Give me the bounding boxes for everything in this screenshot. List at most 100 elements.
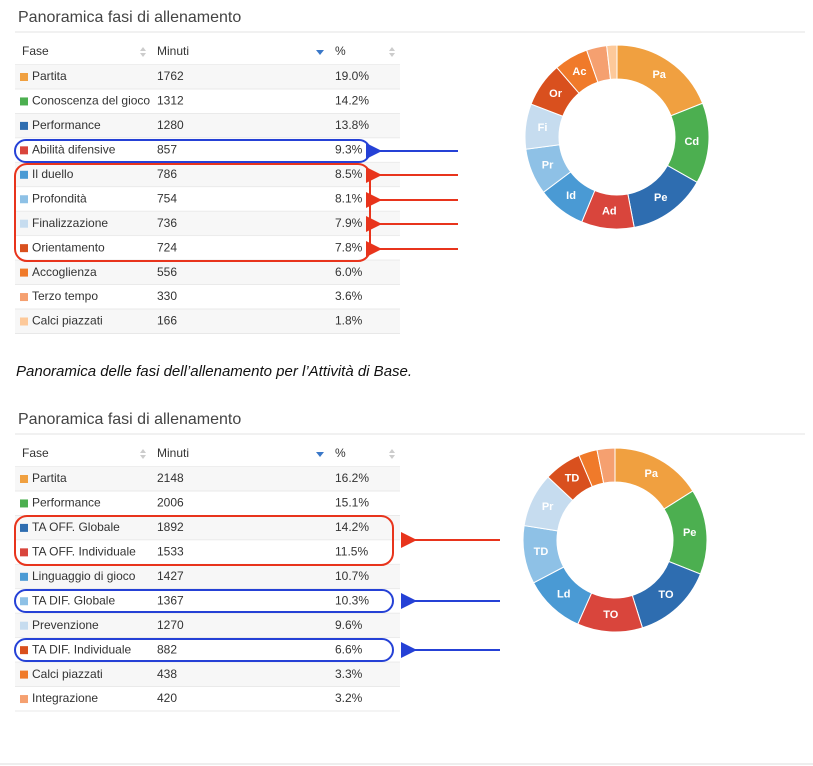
percent: 16.2%: [335, 471, 369, 485]
panel-title: Panoramica fasi di allenamento: [18, 9, 241, 26]
phase-name: TA DIF. Individuale: [32, 642, 131, 656]
color-swatch: [20, 572, 28, 581]
minutes: 1280: [157, 118, 184, 132]
percent: 10.3%: [335, 593, 369, 607]
percent: 8.5%: [335, 167, 363, 181]
minutes: 438: [157, 667, 177, 681]
row-bg: [15, 187, 400, 212]
percent: 3.6%: [335, 289, 363, 303]
percent: 3.3%: [335, 667, 363, 681]
phase-name: Conoscenza del gioco: [32, 94, 150, 108]
color-swatch: [20, 317, 28, 326]
row-bg: [15, 285, 400, 310]
minutes: 1533: [157, 545, 184, 559]
sort-icon: [316, 452, 324, 457]
color-swatch: [20, 646, 28, 655]
percent: 8.1%: [335, 191, 363, 205]
percent: 10.7%: [335, 569, 369, 583]
percent: 9.6%: [335, 618, 363, 632]
phase-name: TA OFF. Individuale: [32, 545, 136, 559]
phase-name: Integrazione: [32, 691, 98, 705]
minutes: 736: [157, 216, 177, 230]
caption: Panoramica fasi dell’allenamento per l’A…: [16, 765, 395, 766]
donut-label: TD: [534, 546, 549, 558]
color-swatch: [20, 73, 28, 81]
sort-icon: [140, 47, 146, 57]
minutes: 1762: [157, 69, 184, 83]
column-header: %: [335, 446, 346, 460]
donut-label: Ld: [557, 589, 570, 601]
highlight-oval: [14, 638, 394, 662]
minutes: 754: [157, 191, 177, 205]
phase-name: Linguaggio di gioco: [32, 569, 136, 583]
minutes: 1367: [157, 593, 184, 607]
donut-label: Fi: [538, 122, 548, 134]
minutes: 1270: [157, 618, 184, 632]
row-bg: [15, 662, 400, 687]
minutes: 1892: [157, 520, 184, 534]
row-bg: [15, 211, 400, 236]
minutes: 1427: [157, 569, 184, 583]
highlight-oval: [14, 589, 394, 613]
color-swatch: [20, 597, 28, 606]
minutes: 166: [157, 314, 177, 328]
percent: 7.8%: [335, 240, 363, 254]
color-swatch: [20, 293, 28, 302]
phase-name: TA OFF. Globale: [32, 520, 120, 534]
row-bg: [15, 309, 400, 334]
row-bg: [15, 613, 400, 638]
minutes: 556: [157, 265, 177, 279]
row-bg: [15, 540, 400, 565]
row-bg: [15, 89, 400, 114]
color-swatch: [20, 97, 28, 106]
donut-label: Pe: [654, 192, 667, 204]
row-bg: [15, 515, 400, 540]
color-swatch: [20, 621, 28, 630]
highlight-oval: [14, 139, 371, 163]
phase-name: Calci piazzati: [32, 314, 103, 328]
sort-icon: [389, 449, 395, 459]
percent: 9.3%: [335, 143, 363, 157]
percent: 19.0%: [335, 69, 369, 83]
sort-icon: [316, 50, 324, 55]
color-swatch: [20, 499, 28, 508]
percent: 6.0%: [335, 265, 363, 279]
percent: 14.2%: [335, 520, 369, 534]
donut-label: Cd: [684, 136, 699, 148]
caption: Panoramica delle fasi dell’allenamento p…: [16, 363, 412, 380]
row-bg: [15, 638, 400, 663]
minutes: 330: [157, 289, 177, 303]
phase-name: Profondità: [32, 191, 87, 205]
donut-label: Pr: [542, 501, 554, 513]
color-swatch: [20, 548, 28, 557]
percent: 15.1%: [335, 496, 369, 510]
color-swatch: [20, 670, 28, 679]
color-swatch: [20, 146, 28, 155]
highlight-box: [14, 163, 371, 262]
column-header: Minuti: [157, 446, 189, 460]
donut-label: Id: [566, 190, 576, 202]
row-bg: [15, 113, 400, 138]
donut-label: TD: [565, 472, 580, 484]
row-bg: [15, 65, 400, 89]
minutes: 2148: [157, 471, 184, 485]
percent: 7.9%: [335, 216, 363, 230]
percent: 11.5%: [335, 545, 368, 559]
panel-title: Panoramica fasi di allenamento: [18, 411, 241, 428]
row-bg: [15, 467, 400, 491]
color-swatch: [20, 268, 28, 277]
minutes: 2006: [157, 496, 184, 510]
row-bg: [15, 138, 400, 163]
percent: 3.2%: [335, 691, 363, 705]
donut-label: Ac: [572, 66, 586, 78]
minutes: 1312: [157, 94, 184, 108]
minutes: 786: [157, 167, 177, 181]
phase-name: Abilità difensive: [32, 143, 116, 157]
donut-label: Or: [549, 88, 563, 100]
sort-icon: [140, 449, 146, 459]
color-swatch: [20, 523, 28, 532]
phase-name: Performance: [32, 496, 101, 510]
minutes: 882: [157, 642, 177, 656]
